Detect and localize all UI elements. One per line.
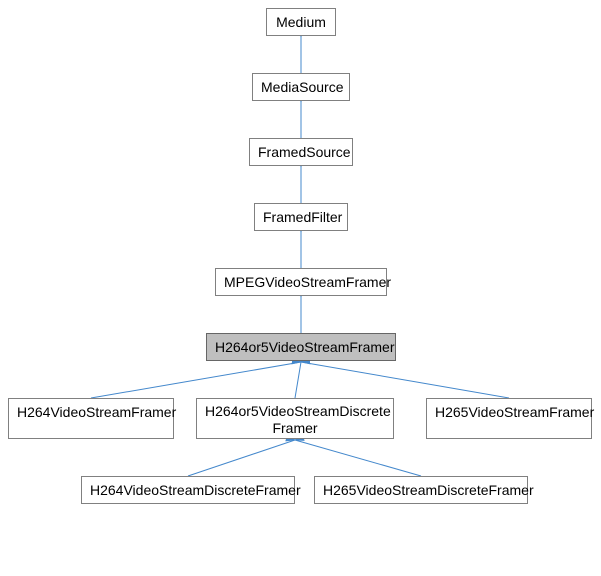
node-label: MediaSource bbox=[261, 79, 341, 96]
node-n2[interactable]: FramedSource bbox=[249, 138, 353, 166]
node-label: FramedFilter bbox=[263, 209, 339, 226]
node-n9[interactable]: H264VideoStreamDiscreteFramer bbox=[81, 476, 295, 504]
edge bbox=[91, 362, 301, 398]
node-label: H265VideoStreamFramer bbox=[435, 404, 583, 421]
node-label: H264VideoStreamFramer bbox=[17, 404, 165, 421]
edge bbox=[295, 440, 421, 476]
node-n4[interactable]: MPEGVideoStreamFramer bbox=[215, 268, 387, 296]
node-n10[interactable]: H265VideoStreamDiscreteFramer bbox=[314, 476, 528, 504]
node-n8[interactable]: H265VideoStreamFramer bbox=[426, 398, 592, 439]
node-n3[interactable]: FramedFilter bbox=[254, 203, 348, 231]
node-n7[interactable]: H264or5VideoStreamDiscreteFramer bbox=[196, 398, 394, 439]
node-n0[interactable]: Medium bbox=[266, 8, 336, 36]
node-label: MPEGVideoStreamFramer bbox=[224, 274, 378, 291]
edge bbox=[188, 440, 295, 476]
edge bbox=[295, 362, 301, 398]
node-n1[interactable]: MediaSource bbox=[252, 73, 350, 101]
node-label: Medium bbox=[275, 14, 327, 31]
node-label: H264or5VideoStreamDiscreteFramer bbox=[205, 403, 385, 437]
node-n6[interactable]: H264VideoStreamFramer bbox=[8, 398, 174, 439]
node-label: H264or5VideoStreamFramer bbox=[215, 339, 387, 356]
node-n5[interactable]: H264or5VideoStreamFramer bbox=[206, 333, 396, 361]
edge bbox=[301, 362, 509, 398]
node-label: FramedSource bbox=[258, 144, 344, 161]
node-label: H264VideoStreamDiscreteFramer bbox=[90, 482, 286, 499]
node-label: H265VideoStreamDiscreteFramer bbox=[323, 482, 519, 499]
